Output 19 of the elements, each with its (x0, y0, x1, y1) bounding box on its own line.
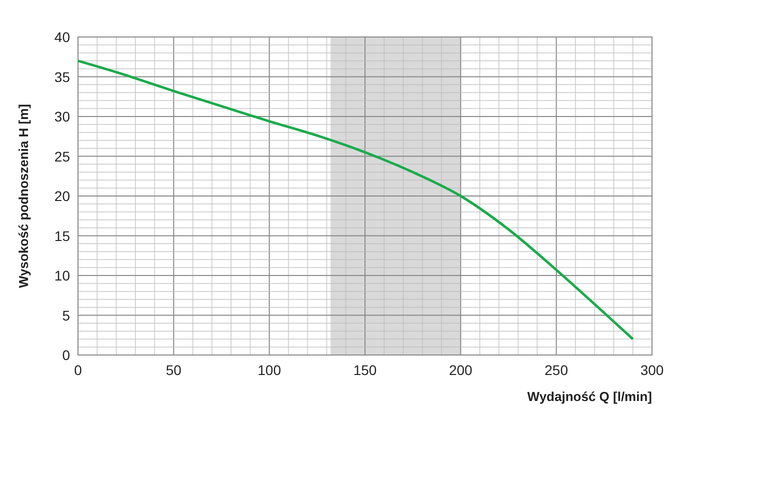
x-tick-label: 300 (640, 362, 664, 378)
y-tick-label: 15 (54, 228, 70, 244)
y-axis-title: Wysokość podnoszenia H [m] (16, 104, 31, 288)
y-tick-label: 10 (54, 268, 70, 284)
x-tick-label: 200 (448, 362, 473, 378)
y-tick-label: 20 (54, 188, 70, 204)
x-tick-label: 50 (166, 362, 182, 378)
y-tick-label: 5 (62, 307, 70, 324)
line-series (76, 60, 634, 340)
x-tick-label: 100 (258, 362, 282, 378)
y-tick-label: 35 (54, 68, 70, 85)
y-tick-label: 0 (62, 347, 70, 363)
x-tick-label: 0 (74, 362, 82, 378)
x-axis-title: Wydajność Q [l/min] (527, 389, 652, 404)
x-tick-label: 150 (353, 362, 377, 378)
x-tick-label: 250 (544, 362, 568, 378)
y-tick-label: 25 (54, 148, 70, 164)
y-tick-label: 30 (54, 108, 70, 124)
y-tick-label: 40 (54, 29, 70, 45)
